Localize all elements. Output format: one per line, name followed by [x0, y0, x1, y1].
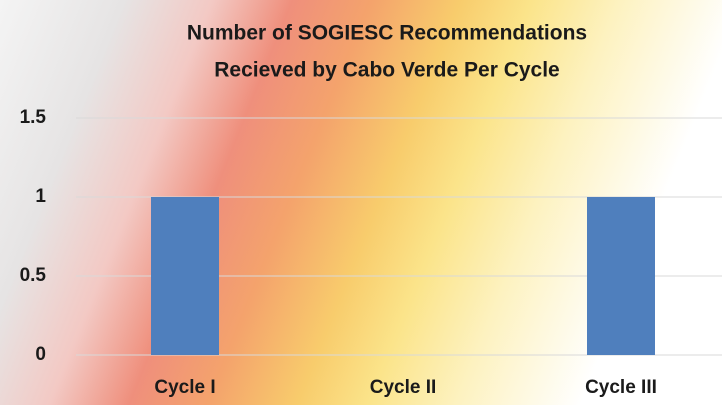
x-tick-label: Cycle II [370, 377, 437, 398]
y-tick-label: 0.5 [20, 265, 47, 286]
bar [587, 197, 655, 355]
y-tick-label: 0 [35, 344, 46, 365]
x-tick-label: Cycle I [154, 377, 215, 398]
chart-title: Recieved by Cabo Verde Per Cycle [214, 59, 560, 82]
bar [151, 197, 219, 355]
y-tick-label: 1.5 [20, 107, 47, 128]
y-tick-label: 1 [35, 186, 46, 207]
x-tick-label: Cycle III [585, 377, 657, 398]
chart-title: Number of SOGIESC Recommendations [187, 22, 587, 45]
